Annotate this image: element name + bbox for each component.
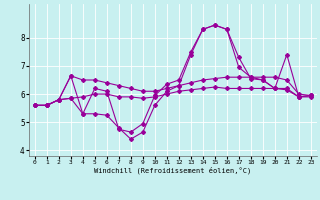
X-axis label: Windchill (Refroidissement éolien,°C): Windchill (Refroidissement éolien,°C) [94, 167, 252, 174]
